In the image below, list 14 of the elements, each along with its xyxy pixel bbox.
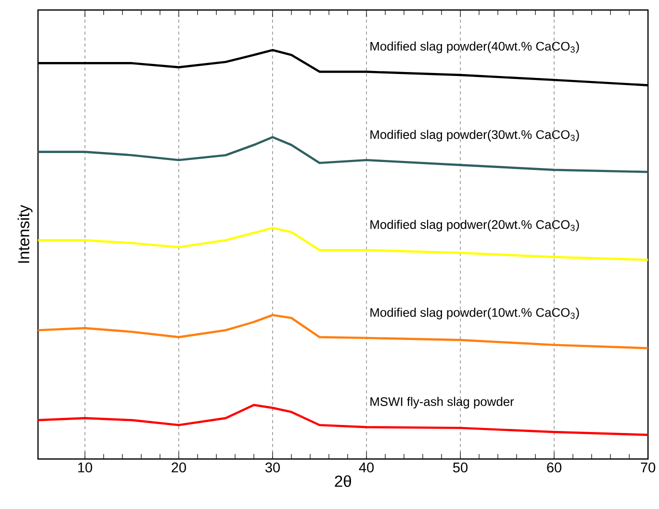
x-tick-label: 10 (78, 462, 92, 472)
series-label: Modified slag powder(40wt.% CaCO$_{3}$) (370, 42, 579, 54)
x-tick-label: 50 (453, 462, 468, 472)
series-label: Modified slag powder(30wt.% CaCO$_{3}$) (370, 130, 579, 142)
x-axis-title: 2θ (334, 475, 352, 487)
y-axis-title: Intensity (18, 204, 32, 263)
x-tick-label: 30 (265, 462, 280, 472)
series-label: MSWI fly-ash slag powder (370, 396, 514, 408)
x-tick-label: 60 (547, 462, 562, 472)
x-tick-label: 20 (172, 462, 186, 472)
x-tick-label: 70 (640, 462, 656, 472)
x-tick-label: 40 (359, 462, 374, 472)
series-label: Modified slag podwer(20wt.% CaCO$_{3}$) (370, 220, 579, 232)
series-label: Modified slag powder(10wt.% CaCO$_{3}$) (370, 308, 579, 320)
